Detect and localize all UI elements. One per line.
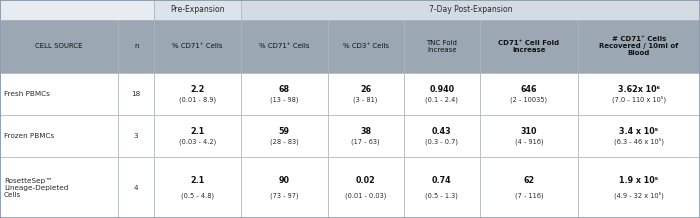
Text: Pre-Expansion: Pre-Expansion (170, 5, 225, 14)
Bar (578, 115, 700, 157)
Bar (118, 115, 155, 157)
Text: Frozen PBMCs: Frozen PBMCs (4, 133, 55, 139)
Bar (241, 73, 328, 115)
Text: (0.5 - 1.3): (0.5 - 1.3) (426, 192, 458, 199)
Bar (155, 115, 241, 157)
Bar (0, 157, 118, 218)
Text: % CD71⁺ Cells: % CD71⁺ Cells (172, 43, 223, 49)
Text: 0.940: 0.940 (429, 85, 454, 94)
Text: 3: 3 (134, 133, 139, 139)
Bar (480, 73, 578, 115)
Bar (241, 20, 328, 73)
Bar (480, 157, 578, 218)
Text: n: n (134, 43, 139, 49)
Bar (241, 115, 328, 157)
Bar (155, 73, 241, 115)
Text: RosetteSep™
Lineage-Depleted
Cells: RosetteSep™ Lineage-Depleted Cells (4, 178, 69, 198)
Text: 646: 646 (521, 85, 537, 94)
Text: 4: 4 (134, 185, 139, 191)
Text: 59: 59 (279, 127, 290, 136)
Text: 90: 90 (279, 176, 290, 185)
Bar (241, 157, 328, 218)
Bar (155, 20, 241, 73)
Bar (241, 0, 700, 20)
Text: (0.5 - 4.8): (0.5 - 4.8) (181, 192, 214, 199)
Text: 26: 26 (360, 85, 371, 94)
Text: (13 - 98): (13 - 98) (270, 96, 298, 103)
Text: (17 - 63): (17 - 63) (351, 138, 380, 145)
Text: 2.1: 2.1 (190, 176, 205, 185)
Text: Fresh PBMCs: Fresh PBMCs (4, 91, 50, 97)
Bar (404, 157, 480, 218)
Text: (0.01 - 0.03): (0.01 - 0.03) (345, 192, 386, 199)
Text: (7.0 - 110 x 10⁵): (7.0 - 110 x 10⁵) (612, 96, 666, 103)
Text: TNC Fold
Increase: TNC Fold Increase (426, 40, 457, 53)
Bar (480, 115, 578, 157)
Bar (0, 73, 118, 115)
Text: (2 - 10035): (2 - 10035) (510, 96, 547, 103)
Text: 0.43: 0.43 (432, 127, 452, 136)
Text: (4 - 916): (4 - 916) (514, 138, 543, 145)
Bar (328, 73, 404, 115)
Bar (0, 115, 118, 157)
Bar (404, 115, 480, 157)
Bar (404, 73, 480, 115)
Text: (6.3 - 46 x 10⁵): (6.3 - 46 x 10⁵) (614, 138, 664, 145)
Bar (578, 73, 700, 115)
Bar (404, 20, 480, 73)
Bar (578, 157, 700, 218)
Text: 62: 62 (524, 176, 535, 185)
Text: (73 - 97): (73 - 97) (270, 192, 299, 199)
Text: % CD71⁺ Cells: % CD71⁺ Cells (259, 43, 309, 49)
Bar (328, 115, 404, 157)
Text: 3.62x 10⁶: 3.62x 10⁶ (618, 85, 660, 94)
Bar (0, 20, 118, 73)
Text: (0.3 - 0.7): (0.3 - 0.7) (426, 138, 458, 145)
Text: (7 - 116): (7 - 116) (514, 192, 543, 199)
Text: 310: 310 (521, 127, 537, 136)
Bar (118, 73, 155, 115)
Text: (4.9 - 32 x 10⁵): (4.9 - 32 x 10⁵) (614, 192, 664, 199)
Text: 7-Day Post-Expansion: 7-Day Post-Expansion (428, 5, 512, 14)
Bar (155, 0, 241, 20)
Bar (328, 157, 404, 218)
Bar (480, 20, 578, 73)
Text: CD71⁺ Cell Fold
Increase: CD71⁺ Cell Fold Increase (498, 40, 559, 53)
Text: 2.2: 2.2 (190, 85, 205, 94)
Text: 0.02: 0.02 (356, 176, 375, 185)
Bar (155, 157, 241, 218)
Text: % CD3⁺ Cells: % CD3⁺ Cells (342, 43, 389, 49)
Text: (0.01 - 8.9): (0.01 - 8.9) (179, 96, 216, 103)
Text: 0.74: 0.74 (432, 176, 452, 185)
Text: (28 - 83): (28 - 83) (270, 138, 299, 145)
Text: (3 - 81): (3 - 81) (354, 96, 378, 103)
Bar (328, 20, 404, 73)
Text: 18: 18 (132, 91, 141, 97)
Bar (578, 20, 700, 73)
Text: (0.1 - 2.4): (0.1 - 2.4) (426, 96, 458, 103)
Text: 2.1: 2.1 (190, 127, 205, 136)
Text: 38: 38 (360, 127, 371, 136)
Text: 1.9 x 10⁵: 1.9 x 10⁵ (620, 176, 659, 185)
Text: # CD71⁺ Cells
Recovered / 10ml of
Blood: # CD71⁺ Cells Recovered / 10ml of Blood (599, 36, 678, 56)
Bar (0, 0, 155, 20)
Text: CELL SOURCE: CELL SOURCE (35, 43, 83, 49)
Bar (118, 157, 155, 218)
Text: (0.03 - 4.2): (0.03 - 4.2) (179, 138, 216, 145)
Bar (118, 20, 155, 73)
Text: 3.4 x 10⁵: 3.4 x 10⁵ (620, 127, 659, 136)
Text: 68: 68 (279, 85, 290, 94)
